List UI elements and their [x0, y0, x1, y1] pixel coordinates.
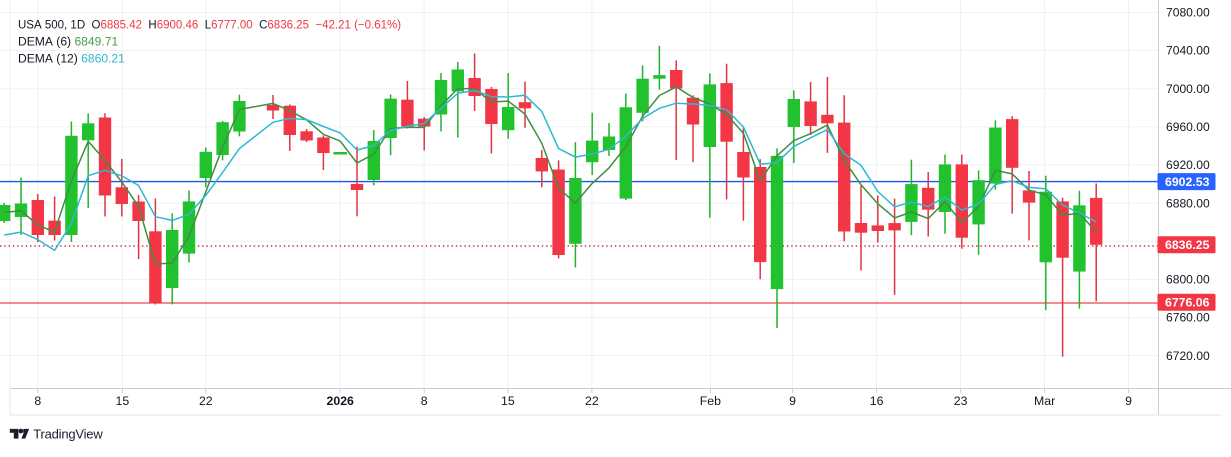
svg-text:15: 15 — [116, 394, 130, 408]
svg-text:6960.00: 6960.00 — [1166, 120, 1210, 134]
svg-text:6902.53: 6902.53 — [1165, 175, 1210, 189]
svg-text:6760.00: 6760.00 — [1166, 311, 1210, 325]
svg-text:6776.06: 6776.06 — [1165, 296, 1210, 310]
svg-text:6880.00: 6880.00 — [1166, 196, 1210, 210]
svg-text:7000.00: 7000.00 — [1166, 82, 1210, 96]
svg-text:6800.00: 6800.00 — [1166, 273, 1210, 287]
svg-text:15: 15 — [501, 394, 515, 408]
svg-text:Feb: Feb — [700, 394, 721, 408]
svg-text:9: 9 — [1125, 394, 1132, 408]
svg-text:6836.25: 6836.25 — [1165, 238, 1210, 252]
svg-text:9: 9 — [789, 394, 796, 408]
svg-text:6920.00: 6920.00 — [1166, 158, 1210, 172]
svg-text:8: 8 — [421, 394, 428, 408]
svg-text:DEMA (6) 6849.71: DEMA (6) 6849.71 — [18, 34, 118, 48]
svg-text:23: 23 — [954, 394, 968, 408]
svg-text:16: 16 — [870, 394, 884, 408]
svg-text:USA 500, 1D O6885.42 H6900.4: USA 500, 1D O6885.42 H6900.46 L6777.00 C… — [18, 20, 401, 32]
svg-text:8: 8 — [34, 394, 41, 408]
svg-text:TradingView: TradingView — [33, 426, 103, 441]
svg-text:Mar: Mar — [1034, 394, 1055, 408]
svg-text:7080.00: 7080.00 — [1166, 6, 1210, 20]
svg-text:2026: 2026 — [327, 394, 355, 408]
svg-text:DEMA (12) 6860.21: DEMA (12) 6860.21 — [18, 52, 125, 66]
svg-text:7040.00: 7040.00 — [1166, 44, 1210, 58]
svg-text:6720.00: 6720.00 — [1166, 349, 1210, 363]
svg-text:22: 22 — [585, 394, 599, 408]
svg-text:22: 22 — [199, 394, 213, 408]
